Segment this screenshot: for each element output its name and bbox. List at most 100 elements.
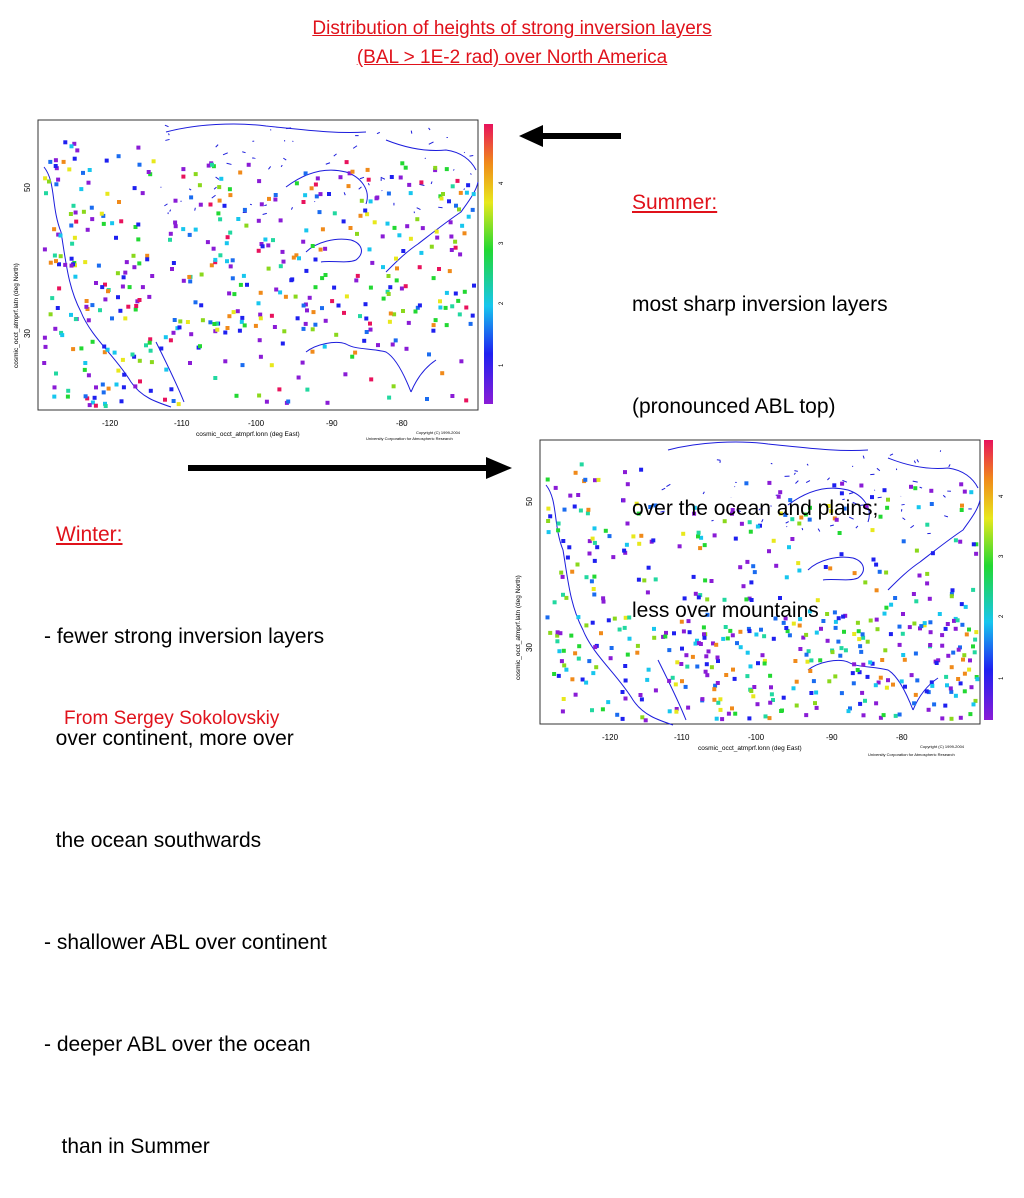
data-point <box>602 600 606 604</box>
data-point <box>932 702 936 706</box>
data-point <box>279 218 283 222</box>
data-point <box>87 181 91 185</box>
data-point <box>163 398 167 402</box>
data-point <box>122 385 126 389</box>
data-point <box>265 400 269 404</box>
data-point <box>576 563 580 567</box>
data-point <box>388 285 392 289</box>
data-point <box>404 284 408 288</box>
data-point <box>102 222 106 226</box>
data-point <box>258 313 262 317</box>
data-point <box>84 394 88 398</box>
data-point <box>626 653 630 657</box>
data-point <box>733 677 737 681</box>
data-point <box>779 709 783 713</box>
data-point <box>54 164 58 168</box>
data-point <box>323 247 327 251</box>
winter-line-6: than in Summer <box>44 1130 327 1164</box>
data-point <box>861 663 865 667</box>
summer-cbar-tick-3: 3 <box>499 241 505 245</box>
data-point <box>54 158 58 162</box>
data-point <box>83 260 87 264</box>
data-point <box>913 486 917 490</box>
data-point <box>440 371 444 375</box>
data-point <box>302 327 306 331</box>
data-point <box>624 679 628 683</box>
summer-ytick-30: 30 <box>23 329 32 338</box>
data-point <box>795 704 799 708</box>
data-point <box>584 623 588 627</box>
data-point <box>956 618 960 622</box>
data-point <box>44 345 48 349</box>
data-point <box>392 384 396 388</box>
data-point <box>387 274 391 278</box>
data-point <box>928 620 932 624</box>
data-point <box>749 689 753 693</box>
winter-cbar-tick-1: 1 <box>999 676 1005 680</box>
data-point <box>395 266 399 270</box>
data-point <box>273 325 277 329</box>
data-point <box>103 297 107 301</box>
data-point <box>98 308 102 312</box>
data-point <box>260 202 264 206</box>
data-point <box>113 351 117 355</box>
data-point <box>927 708 931 712</box>
data-point <box>314 258 318 262</box>
data-point <box>618 628 622 632</box>
data-point <box>310 186 314 190</box>
lake-segment <box>250 204 252 205</box>
data-point <box>281 250 285 254</box>
data-point <box>925 572 929 576</box>
data-point <box>894 714 898 718</box>
data-point <box>862 713 866 717</box>
data-point <box>198 183 202 187</box>
data-point <box>137 261 141 265</box>
data-point <box>720 717 724 721</box>
data-point <box>437 267 441 271</box>
data-point <box>83 361 87 365</box>
data-point <box>469 322 473 326</box>
data-point <box>730 706 734 710</box>
data-point <box>450 304 454 308</box>
data-point <box>583 478 587 482</box>
data-point <box>86 228 90 232</box>
data-point <box>464 306 468 310</box>
data-point <box>586 511 590 515</box>
data-point <box>950 665 954 669</box>
data-point <box>557 649 561 653</box>
winter-colorbar <box>984 440 993 720</box>
data-point <box>421 226 425 230</box>
data-point <box>795 680 799 684</box>
data-point <box>279 264 283 268</box>
data-point <box>206 240 210 244</box>
data-point <box>258 338 262 342</box>
data-point <box>212 322 216 326</box>
lake-segment <box>438 207 442 208</box>
winter-heading: Winter: <box>44 518 327 552</box>
data-point <box>912 592 916 596</box>
data-point <box>44 191 48 195</box>
data-point <box>573 505 577 509</box>
data-point <box>148 341 152 345</box>
data-point <box>769 685 773 689</box>
data-point <box>623 664 627 668</box>
data-point <box>337 304 341 308</box>
data-point <box>716 701 720 705</box>
data-point <box>562 663 566 667</box>
data-point <box>569 634 573 638</box>
data-point <box>949 686 953 690</box>
data-point <box>626 522 630 526</box>
data-point <box>393 226 397 230</box>
data-point <box>138 163 142 167</box>
summer-colorbar <box>484 124 493 404</box>
data-point <box>225 241 229 245</box>
data-point <box>365 330 369 334</box>
data-point <box>90 303 94 307</box>
data-point <box>294 295 298 299</box>
data-point <box>902 539 906 543</box>
data-point <box>257 249 261 253</box>
data-point <box>967 668 971 672</box>
data-point <box>350 355 354 359</box>
data-point <box>914 693 918 697</box>
data-point <box>727 712 731 716</box>
